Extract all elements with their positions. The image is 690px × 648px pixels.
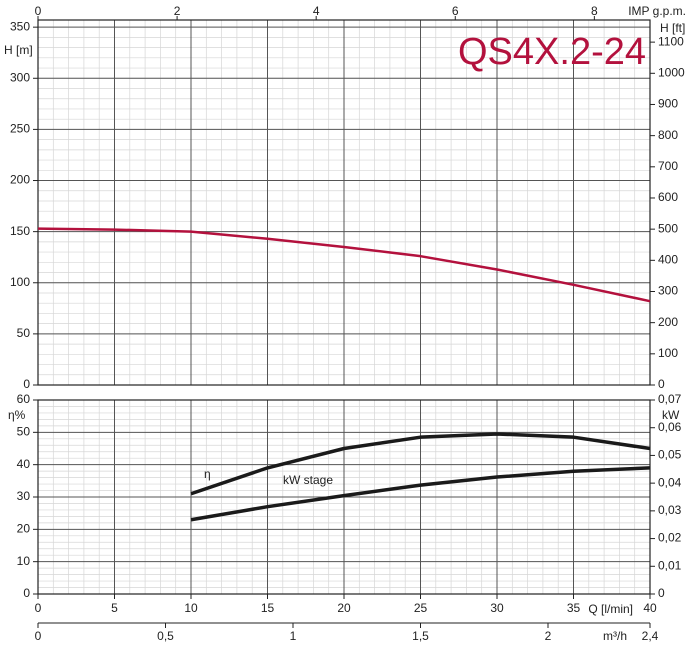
y2-tick-label: 500 bbox=[658, 221, 678, 235]
y-tick-label: 30 bbox=[17, 489, 31, 503]
y-tick-label: 0 bbox=[23, 586, 30, 600]
y2-tick-label: 0,05 bbox=[658, 448, 682, 462]
x-axis-label: Q [l/min] bbox=[588, 602, 633, 616]
x2-axis-label: IMP g.p.m. bbox=[628, 4, 686, 18]
x2-tick-label: 0,5 bbox=[157, 629, 174, 643]
curve bbox=[37, 227, 651, 303]
y-tick-label: 350 bbox=[10, 19, 30, 33]
x2-tick-label: 0 bbox=[35, 629, 42, 643]
curve bbox=[190, 432, 651, 496]
y-tick-label: 60 bbox=[17, 392, 31, 406]
y2-tick-label: 0,03 bbox=[658, 503, 682, 517]
x-tick-label: 25 bbox=[414, 601, 428, 615]
x2-axis-label: m³/h bbox=[603, 629, 627, 643]
y2-tick-label: 300 bbox=[658, 284, 678, 298]
curve bbox=[190, 466, 651, 522]
x2-tick-label: 8 bbox=[591, 4, 598, 18]
y-tick-label: 0 bbox=[23, 377, 30, 391]
series-label: η bbox=[204, 467, 211, 481]
y-tick-label: 40 bbox=[17, 457, 31, 471]
plot-frame bbox=[37, 19, 651, 386]
x2-tick-label: 4 bbox=[313, 4, 320, 18]
y2-tick-label: 200 bbox=[658, 315, 678, 329]
y-axis-label: H [m] bbox=[4, 43, 33, 57]
y-tick-label: 20 bbox=[17, 522, 31, 536]
x-tick-label: 30 bbox=[490, 601, 504, 615]
y2-axis-label: kW bbox=[662, 408, 680, 422]
y2-tick-label: 800 bbox=[658, 128, 678, 142]
x2-tick-label: 2 bbox=[174, 4, 181, 18]
y2-tick-label: 1100 bbox=[658, 34, 684, 48]
y2-tick-label: 700 bbox=[658, 159, 678, 173]
x2-tick-label: 1 bbox=[290, 629, 297, 643]
y2-tick-label: 0,06 bbox=[658, 420, 682, 434]
y-tick-label: 50 bbox=[17, 326, 31, 340]
x-tick-label: 15 bbox=[261, 601, 275, 615]
x-tick-label: 5 bbox=[111, 601, 118, 615]
x-tick-label: 0 bbox=[35, 601, 42, 615]
y-tick-label: 50 bbox=[17, 425, 31, 439]
x2-tick-label: 1,5 bbox=[412, 629, 429, 643]
y-tick-label: 250 bbox=[10, 122, 30, 136]
x2-tick-label: 0 bbox=[35, 4, 42, 18]
y2-tick-label: 0,07 bbox=[658, 392, 682, 406]
y2-tick-label: 0,02 bbox=[658, 531, 682, 545]
y2-tick-label: 1000 bbox=[658, 65, 685, 79]
y2-tick-label: 400 bbox=[658, 252, 678, 266]
y2-axis-label: H [ft] bbox=[660, 21, 685, 35]
y2-tick-label: 0,01 bbox=[658, 558, 682, 572]
y-tick-label: 300 bbox=[10, 70, 30, 84]
series-label: kW stage bbox=[283, 473, 333, 487]
y2-tick-label: 600 bbox=[658, 190, 678, 204]
x-tick-label: 40 bbox=[643, 601, 657, 615]
y-axis-label: η% bbox=[8, 408, 26, 422]
x-tick-label: 35 bbox=[567, 601, 581, 615]
y2-tick-label: 900 bbox=[658, 97, 678, 111]
x2-tick-label: 2,4 bbox=[642, 629, 659, 643]
y2-tick-label: 100 bbox=[658, 346, 678, 360]
y-tick-label: 150 bbox=[10, 224, 30, 238]
x-tick-label: 20 bbox=[337, 601, 351, 615]
x2-tick-label: 2 bbox=[545, 629, 552, 643]
y2-tick-label: 0 bbox=[658, 586, 665, 600]
y-tick-label: 10 bbox=[17, 554, 31, 568]
y-tick-label: 100 bbox=[10, 275, 30, 289]
y2-tick-label: 0 bbox=[658, 377, 665, 391]
x2-tick-label: 6 bbox=[452, 4, 459, 18]
y2-tick-label: 0,04 bbox=[658, 475, 682, 489]
plot-frame bbox=[37, 399, 651, 595]
x-tick-label: 10 bbox=[184, 601, 198, 615]
chart-title: QS4X.2-24 bbox=[458, 31, 646, 73]
y-tick-label: 200 bbox=[10, 173, 30, 187]
